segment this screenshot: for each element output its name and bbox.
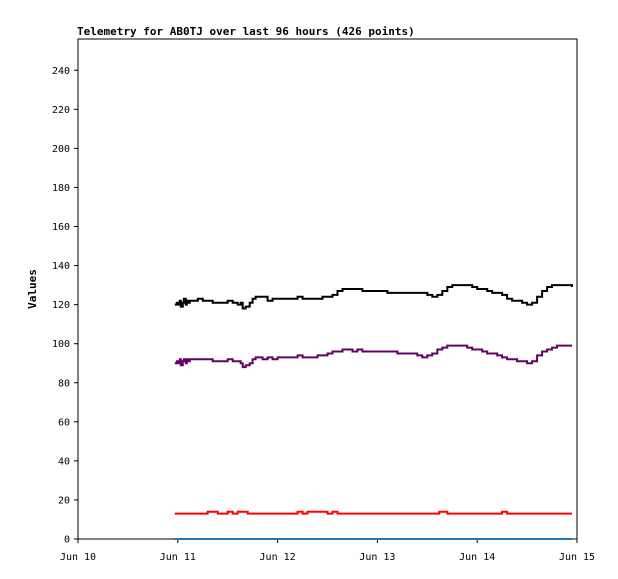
y-tick-label: 240 (52, 66, 70, 77)
x-tick-label: Jun 12 (260, 552, 296, 563)
x-tick-label: Jun 14 (459, 552, 495, 563)
y-tick-label: 40 (58, 456, 70, 467)
y-tick-label: 200 (52, 144, 70, 155)
y-tick-label: 220 (52, 105, 70, 116)
x-tick-label: Jun 11 (160, 552, 196, 563)
y-tick-label: 100 (52, 339, 70, 350)
x-tick-label: Jun 15 (559, 552, 595, 563)
series-line-1 (174, 284, 573, 310)
y-tick-label: 0 (64, 535, 70, 546)
chart-title: Telemetry for AB0TJ over last 96 hours (… (77, 25, 415, 38)
y-tick-label: 140 (52, 261, 70, 272)
y-tick-label: 160 (52, 222, 70, 233)
series-line-3 (174, 510, 572, 515)
x-tick-label: Jun 10 (60, 552, 96, 563)
series-line-2 (174, 344, 572, 369)
x-axis-ticks: Jun 10 Jun 11 Jun 12 Jun 13 Jun 14 Jun 15 (60, 539, 595, 563)
series-layer (174, 284, 573, 540)
y-tick-label: 120 (52, 300, 70, 311)
y-tick-label: 20 (58, 495, 70, 506)
y-tick-label: 60 (58, 417, 70, 428)
y-axis-label: Values (26, 269, 39, 309)
y-tick-label: 180 (52, 183, 70, 194)
x-tick-label: Jun 13 (359, 552, 395, 563)
y-tick-label: 80 (58, 378, 70, 389)
plot-frame (77, 38, 578, 540)
y-axis-ticks: 0 20 40 60 80 100 120 140 160 180 200 220 240 (52, 66, 78, 546)
